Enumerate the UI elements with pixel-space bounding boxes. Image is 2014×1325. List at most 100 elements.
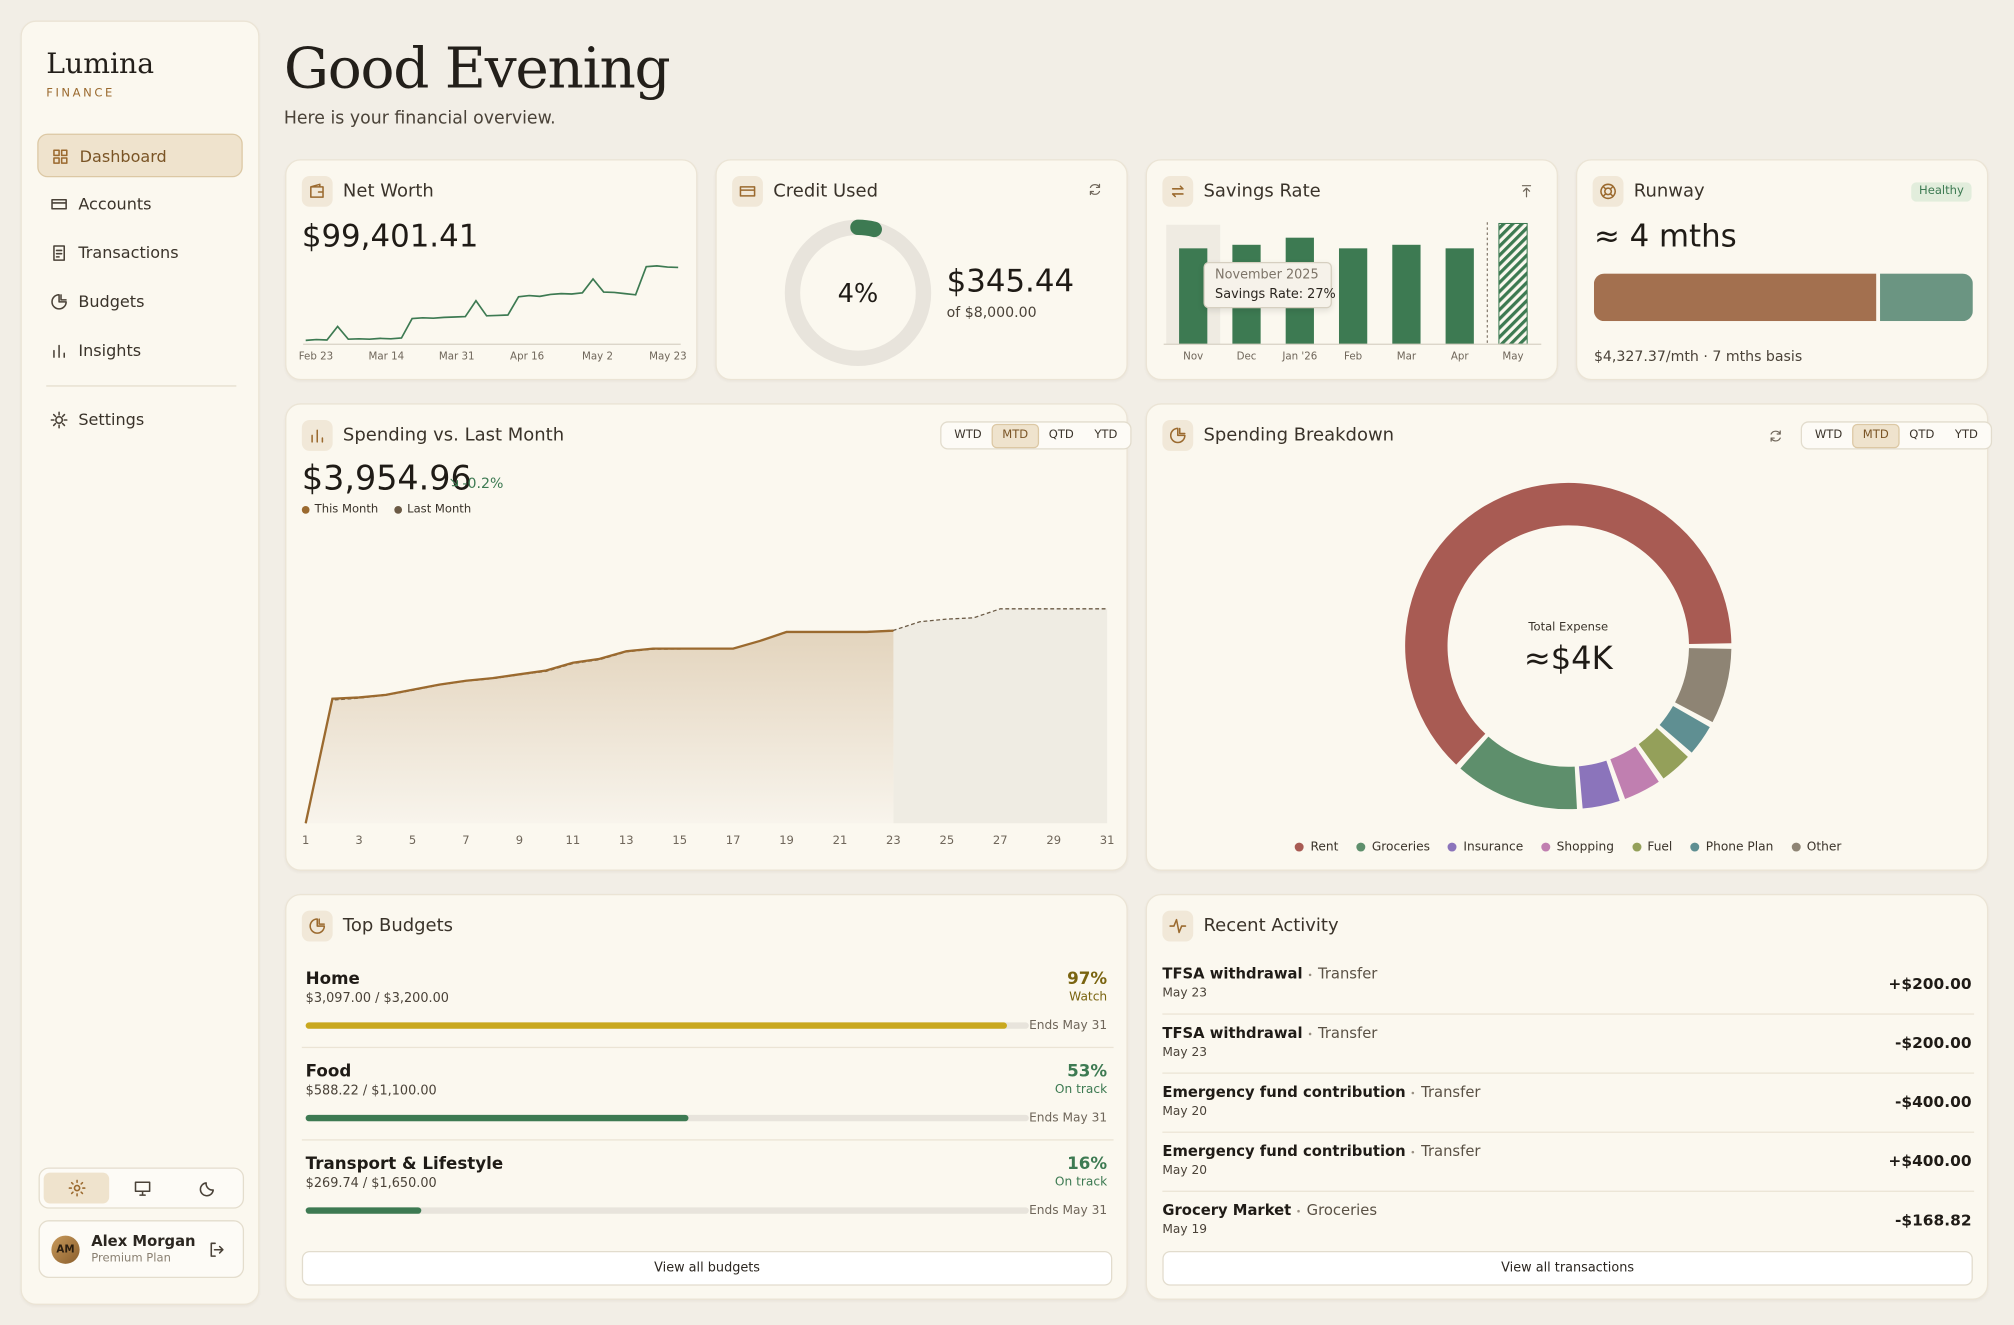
period-tab[interactable]: YTD [1954, 428, 1978, 442]
divider [1162, 1190, 1975, 1192]
view-button[interactable]: View all budgets [301, 1251, 1113, 1286]
period-tab[interactable]: QTD [1048, 428, 1074, 442]
icon-stroke [1770, 430, 1781, 442]
activity-title: TFSA withdrawal Transfer [1162, 1026, 1377, 1041]
activity-amount: +$400.00 [1888, 1152, 1972, 1171]
center-value: ≈$4K [1524, 639, 1614, 677]
avatar: AM [51, 1235, 80, 1264]
spending-card: Spending vs. Last Month WTD MTD QTD YTD $3,95… [285, 403, 1132, 871]
budget-name: Transport & Lifestyle [305, 1154, 504, 1174]
period-tab[interactable]: MTD [1852, 423, 1900, 448]
legend-item: Other [1791, 841, 1841, 853]
activity-name: Grocery Market [1162, 1200, 1292, 1219]
icon-bars [311, 429, 324, 443]
activity-name: Emergency fund contribution [1162, 1082, 1406, 1101]
nav-item[interactable]: Dashboard [37, 133, 243, 178]
donut-segment [1675, 648, 1732, 723]
x-tick-label: 1 [302, 833, 309, 847]
legend-swatch [1541, 842, 1551, 852]
activity-title: Grocery Market Groceries [1162, 1203, 1377, 1218]
legend-swatch [1791, 842, 1801, 852]
view-button[interactable]: View all transactions [1162, 1251, 1973, 1286]
icon-stroke [53, 245, 65, 261]
budget-fill [305, 1207, 422, 1214]
nav-item[interactable]: Settings [37, 398, 243, 442]
budget-ends: Ends May 31 [1029, 1203, 1108, 1218]
icon-pie [51, 293, 67, 310]
tooltip-title: November 2025 [1215, 268, 1319, 283]
period-tab[interactable]: WTD [954, 428, 982, 442]
runway-value: ≈ 4 mths [1593, 218, 1737, 255]
icon-stroke [210, 1242, 224, 1257]
activity-title: Emergency fund contribution Transfer [1162, 1144, 1480, 1159]
x-tick-label: Mar 31 [439, 351, 475, 363]
legend-label: Phone Plan [1705, 839, 1774, 855]
theme-option[interactable] [43, 1172, 110, 1204]
x-tick-label: 27 [993, 833, 1008, 847]
card-title: Net Worth [342, 181, 434, 202]
card-icon [301, 175, 333, 207]
icon-sun [68, 1179, 86, 1197]
activity-date: May 20 [1162, 1104, 1208, 1120]
nav-item[interactable]: Accounts [37, 182, 243, 226]
divider [1162, 1072, 1975, 1074]
budget-percent: 53% [1067, 1061, 1108, 1081]
x-tick-label: 13 [619, 833, 634, 847]
donut-segment [1638, 728, 1688, 779]
activity-category: Transfer [1317, 964, 1378, 983]
icon-stroke [1169, 427, 1186, 444]
period-tab[interactable]: MTD [991, 423, 1039, 448]
theme-option[interactable] [109, 1173, 175, 1204]
nav-item[interactable]: Transactions [37, 231, 243, 275]
budget-track [305, 1207, 1029, 1214]
icon-arrow [450, 478, 458, 487]
icon-refresh[interactable] [1769, 429, 1783, 443]
budget-amount: $269.74 / $1,650.00 [305, 1176, 437, 1191]
icon-activity [1169, 918, 1187, 934]
icon-logout[interactable] [208, 1241, 226, 1259]
nav-label: Insights [78, 340, 142, 360]
runway-segment [1880, 273, 1973, 322]
icon-card [51, 198, 67, 210]
net-worth-chart: Feb 23 Mar 14 Mar 31 Apr 16 May 2 May 23 [299, 265, 687, 363]
this-month-area [305, 630, 894, 824]
activity-name: Emergency fund contribution [1162, 1141, 1406, 1160]
budget-ends: Ends May 31 [1029, 1111, 1108, 1126]
card-title: Credit Used [773, 181, 879, 202]
period-tab[interactable]: QTD [1909, 428, 1935, 442]
divider [1162, 1131, 1975, 1133]
card-title: Spending vs. Last Month [342, 425, 565, 446]
legend-label: Fuel [1647, 839, 1673, 855]
activity-date: May 19 [1162, 1223, 1208, 1238]
credit-limit: of $8,000.00 [946, 303, 1037, 321]
nav-item[interactable]: Budgets [37, 280, 243, 324]
x-tick-label: May [1502, 351, 1523, 363]
net-worth-value: $99,401.41 [301, 218, 479, 255]
icon-stroke [68, 1179, 86, 1197]
nav-item[interactable]: Insights [37, 329, 243, 373]
activity-category: Transfer [1421, 1141, 1481, 1160]
activity-title: Emergency fund contribution Transfer [1162, 1085, 1480, 1100]
page-subtitle: Here is your financial overview. [283, 108, 556, 129]
theme-option[interactable] [175, 1173, 241, 1204]
x-tick-label: Mar [1397, 351, 1417, 363]
gauge-label: 4% [838, 279, 879, 309]
x-tick-label: 23 [886, 833, 901, 847]
icon-stroke [199, 1182, 214, 1197]
period-tab[interactable]: WTD [1814, 428, 1843, 442]
budgets-card: Top Budgets Home $3,097.00 / $3,200.00 97% W… [285, 893, 1128, 1300]
savings-bar [1392, 244, 1421, 345]
icon-pin[interactable] [1519, 184, 1533, 198]
legend-label: Groceries [1371, 839, 1430, 855]
legend-label: Last Month [407, 502, 472, 516]
icon-grid [53, 149, 68, 164]
credit-card: Credit Used 4% $345.44 of $8,000.00 [715, 159, 1128, 381]
icon-buoy [1600, 183, 1616, 200]
budget-percent: 97% [1067, 969, 1108, 989]
nav-label: Settings [78, 409, 145, 429]
card-icon [301, 910, 333, 942]
icon-refresh[interactable] [1088, 182, 1102, 196]
x-tick-label: 15 [672, 833, 687, 847]
period-tab[interactable]: YTD [1094, 428, 1118, 442]
